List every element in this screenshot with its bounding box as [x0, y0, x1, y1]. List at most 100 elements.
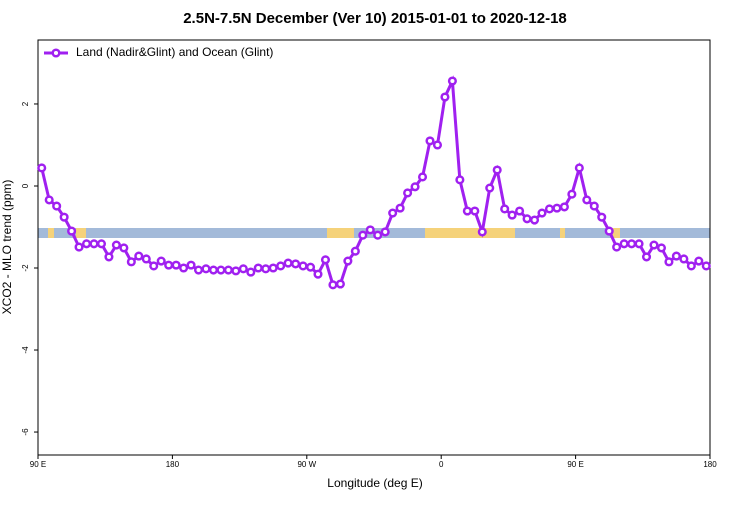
point [440, 92, 450, 102]
point [522, 214, 532, 224]
point [261, 264, 271, 274]
point [604, 226, 614, 236]
point [492, 165, 502, 175]
point [343, 256, 353, 266]
point [119, 243, 129, 253]
point [589, 201, 599, 211]
point [201, 264, 211, 274]
land-band [425, 228, 515, 238]
point [559, 202, 569, 212]
point [320, 255, 331, 265]
point [619, 239, 629, 249]
point [395, 203, 405, 213]
y-axis-label: XCO2 - MLO trend (ppm) [0, 180, 14, 315]
point [89, 239, 99, 249]
point [276, 261, 286, 271]
point [515, 206, 525, 216]
point [59, 212, 69, 222]
point [313, 269, 323, 279]
legend-label: Land (Nadir&Glint) and Ocean (Glint) [76, 45, 273, 59]
point [470, 206, 480, 216]
point [186, 260, 196, 270]
point [507, 210, 517, 220]
point [582, 195, 592, 205]
x-axis-label: Longitude (deg E) [327, 476, 422, 490]
point [298, 261, 308, 271]
point [291, 259, 301, 269]
point [701, 261, 711, 271]
point [671, 251, 681, 261]
point [485, 183, 495, 193]
land-band [612, 228, 620, 238]
point [208, 265, 219, 275]
point [649, 240, 659, 250]
point [634, 239, 644, 249]
land-band [327, 228, 354, 238]
point [253, 263, 263, 273]
point [96, 239, 107, 249]
point [141, 254, 151, 264]
point [350, 246, 360, 256]
point [447, 76, 457, 86]
point [171, 260, 181, 270]
point [335, 279, 345, 289]
x-tick-label: 90 W [297, 460, 316, 469]
point [694, 256, 704, 266]
land-band [560, 228, 565, 238]
point [328, 280, 338, 290]
point [425, 136, 435, 146]
chart-title: 2.5N-7.5N December (Ver 10) 2015-01-01 t… [183, 10, 567, 27]
y-tick-label: -6 [21, 428, 30, 436]
point [500, 204, 510, 214]
y-tick-label: 0 [21, 183, 30, 188]
point [373, 230, 383, 240]
point [597, 212, 607, 222]
point [612, 242, 622, 252]
plot-frame [37, 39, 711, 456]
point [417, 172, 428, 182]
point [231, 266, 241, 276]
point [111, 240, 121, 250]
point [380, 227, 390, 237]
point [686, 261, 696, 271]
point [477, 227, 487, 237]
legend-marker [51, 48, 61, 58]
land-band [48, 228, 54, 238]
x-tick-label: 90 E [567, 460, 583, 469]
x-tick-label: 90 E [30, 460, 46, 469]
point [193, 265, 204, 275]
point [164, 260, 174, 270]
point [44, 195, 54, 205]
point [283, 258, 293, 268]
point [432, 140, 443, 150]
x-tick-label: 180 [703, 460, 717, 469]
point [410, 182, 420, 192]
point [149, 261, 159, 271]
y-tick-label: 2 [21, 101, 30, 106]
point [238, 264, 248, 274]
point [365, 225, 375, 235]
point [537, 208, 547, 218]
point [268, 263, 278, 273]
point [627, 239, 637, 249]
land-band [76, 228, 86, 238]
point [455, 175, 465, 185]
point [656, 243, 667, 253]
point [462, 206, 472, 216]
point [126, 257, 136, 267]
y-tick-label: -4 [21, 346, 30, 354]
point [67, 226, 77, 236]
point [246, 267, 256, 277]
point [104, 252, 114, 262]
point [52, 201, 62, 211]
point [641, 252, 652, 262]
point [544, 204, 555, 214]
point [567, 189, 577, 199]
point [388, 208, 398, 218]
x-tick-label: 180 [166, 460, 180, 469]
point [216, 265, 226, 275]
point [679, 254, 689, 264]
point [179, 263, 189, 273]
point [305, 262, 316, 272]
